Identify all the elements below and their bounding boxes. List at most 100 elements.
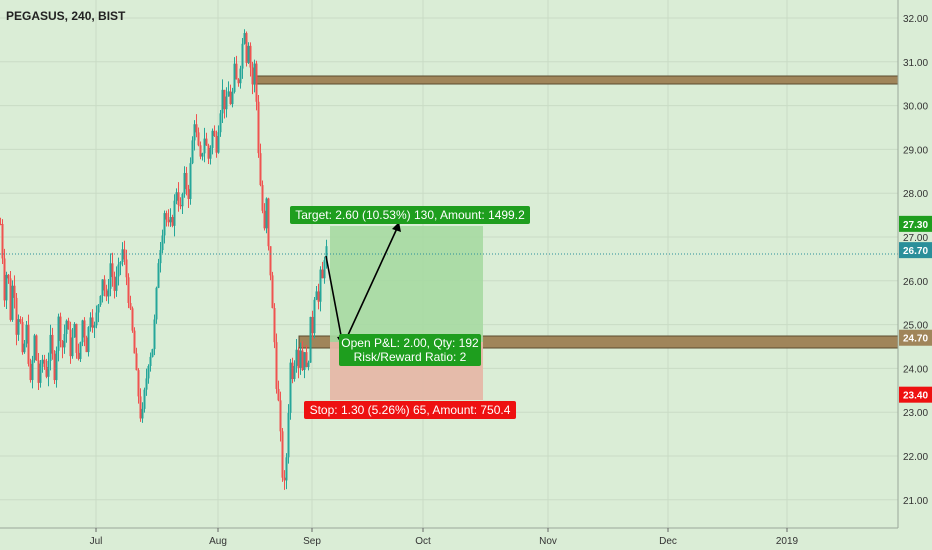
candle-body (173, 200, 176, 226)
time-tick-label: 2019 (776, 536, 799, 547)
candle-body (29, 363, 32, 381)
candle-body (217, 132, 220, 153)
candle-body (319, 269, 322, 302)
candle-body (261, 185, 264, 211)
open-pl-label[interactable]: Open P&L: 2.00, Qty: 192 Risk/Reward Rat… (339, 334, 481, 366)
candle-body (83, 320, 86, 338)
candle-body (7, 274, 10, 279)
candle-body (183, 172, 186, 195)
candle-body (175, 192, 178, 201)
candle-body (129, 303, 132, 309)
resistance-zone[interactable] (252, 75, 899, 85)
stop-label[interactable]: Stop: 1.30 (5.26%) 65, Amount: 750.4 (304, 401, 516, 419)
candle-body (111, 263, 114, 278)
price-badge (899, 242, 932, 259)
candle-body (243, 33, 246, 44)
candle-body (143, 389, 146, 409)
candle-body (211, 130, 214, 148)
candle-body (197, 132, 200, 146)
candle-body (189, 163, 192, 199)
candle-body (279, 400, 282, 432)
candle-body (55, 350, 58, 381)
time-tick-labels: Jul Aug Sep Oct Nov Dec 2019 (90, 528, 799, 547)
candle-body (119, 262, 122, 265)
candle-body (151, 349, 154, 357)
candle-body (227, 91, 230, 97)
candle-body (275, 342, 278, 389)
candle-body (263, 210, 266, 229)
candle-body (27, 324, 30, 364)
candle-body (299, 350, 302, 368)
price-tick-labels: 32.00 31.00 30.00 29.00 28.00 27.00 26.00 25.00… (903, 14, 928, 507)
candle-body (157, 263, 160, 288)
candle-body (271, 275, 274, 309)
target-label[interactable]: Target: 2.60 (10.53%) 130, Amount: 1499.… (290, 206, 530, 224)
candle-body (321, 269, 324, 279)
target-area[interactable] (330, 226, 483, 342)
candle-body (101, 279, 104, 296)
candle-body (1, 224, 4, 259)
candle-body (145, 378, 148, 390)
candle-body (285, 457, 288, 481)
price-badge (899, 386, 932, 403)
candle-body (195, 124, 198, 133)
time-tick-label: Aug (209, 536, 227, 547)
candle-body (283, 477, 286, 481)
time-tick-label: Sep (303, 536, 321, 547)
candle-body (87, 327, 90, 353)
price-badge (899, 329, 932, 346)
price-tick-label: 28.00 (903, 189, 928, 200)
target-label-text: Target: 2.60 (10.53%) 130, Amount: 1499.… (295, 208, 525, 222)
candle-body (307, 362, 310, 368)
candle-body (165, 213, 168, 220)
candle-body (105, 290, 108, 297)
candle-body (33, 335, 36, 361)
candle-body (253, 63, 256, 85)
candle-body (15, 297, 18, 335)
candle-body (153, 319, 156, 350)
candle-body (171, 217, 174, 226)
candle-body (325, 246, 328, 261)
price-badge-label: 26.70 (903, 246, 928, 257)
candle-body (273, 308, 276, 343)
candle-body (131, 308, 134, 331)
candle-body (103, 279, 106, 291)
price-tick-label: 31.00 (903, 58, 928, 69)
candle-body (293, 365, 296, 380)
price-tick-label: 23.00 (903, 408, 928, 419)
candle-body (81, 320, 84, 343)
candle-body (301, 350, 304, 370)
candle-body (223, 89, 226, 110)
candle-body (13, 285, 16, 298)
candle-body (323, 260, 326, 279)
price-axis[interactable]: 32.00 31.00 30.00 29.00 28.00 27.00 26.00 25.00… (897, 0, 932, 528)
candle-body (95, 312, 98, 326)
candle-body (11, 285, 14, 320)
candle-body (287, 412, 290, 458)
candle-body (115, 276, 118, 291)
candle-body (289, 362, 292, 413)
candle-body (251, 67, 254, 85)
candle-body (125, 259, 128, 278)
candle-body (79, 342, 82, 359)
candle-body (123, 249, 126, 260)
price-tick-label: 21.00 (903, 496, 928, 507)
candle-body (201, 153, 204, 157)
candle-body (207, 145, 210, 159)
candle-body (269, 246, 272, 276)
candle-body (59, 316, 62, 341)
candle-body (47, 360, 50, 377)
candle-body (231, 91, 234, 105)
price-badge-label: 23.40 (903, 391, 928, 402)
candle-body (295, 349, 298, 366)
candle-body (213, 130, 216, 136)
time-axis[interactable]: Jul Aug Sep Oct Nov Dec 2019 (0, 527, 898, 547)
candle-body (31, 360, 34, 381)
candle-body (137, 370, 140, 397)
candle-body (181, 194, 184, 207)
symbol-title[interactable]: PEGASUS, 240, BIST (6, 9, 126, 23)
stop-label-text: Stop: 1.30 (5.26%) 65, Amount: 750.4 (310, 403, 511, 417)
candle-body (245, 33, 248, 63)
candle-body (267, 198, 270, 247)
